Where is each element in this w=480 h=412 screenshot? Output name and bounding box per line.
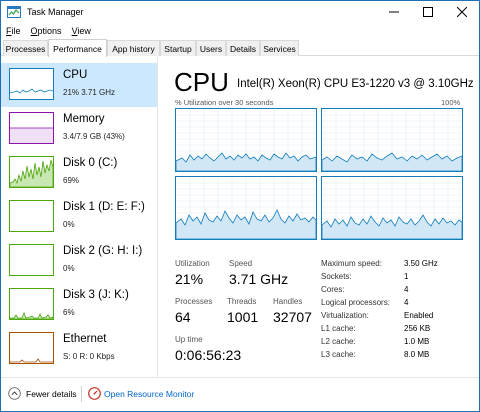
footer-divider — [81, 386, 82, 402]
tab-details[interactable]: Details — [226, 40, 260, 56]
chevron-up-icon[interactable] — [8, 387, 21, 400]
core-graph-1 — [321, 108, 463, 172]
spec-value: 4 — [404, 285, 409, 294]
graph-max-label: 100% — [441, 98, 461, 107]
sidebar-item-label: Ethernet — [63, 333, 107, 345]
page-title: CPU — [174, 67, 229, 97]
menu-bar: File Options View — [1, 23, 479, 38]
close-icon — [457, 7, 467, 17]
sidebar-item-detail: S: 0 R: 0 Kbps — [63, 352, 115, 361]
spec-label: L2 cache: — [321, 337, 356, 346]
spec-label: Cores: — [321, 285, 345, 294]
menu-view[interactable]: View — [71, 25, 91, 36]
fewer-details-button[interactable]: Fewer details — [26, 389, 77, 399]
disk-3-thumbnail-graph — [9, 288, 54, 320]
sidebar-item-ethernet[interactable]: Ethernet S: 0 R: 0 Kbps — [1, 327, 157, 371]
handles-value: 32707 — [273, 309, 312, 325]
spec-label: Logical processors: — [321, 298, 390, 307]
tab-users[interactable]: Users — [196, 40, 226, 56]
graph-caption: % Utilization over 30 seconds — [175, 98, 274, 107]
menu-file[interactable]: File — [6, 25, 21, 36]
spec-label: L3 cache: — [321, 350, 356, 359]
cpu-core-graphs — [175, 108, 463, 240]
spec-label: Virtualization: — [321, 311, 369, 320]
uptime-value: 0:06:56:23 — [175, 347, 242, 363]
speed-label: Speed — [229, 259, 253, 268]
resource-monitor-icon — [88, 387, 101, 400]
spec-value: 3.50 GHz — [404, 259, 438, 268]
sidebar-item-disk-1[interactable]: Disk 1 (D: E: F:) 0% — [1, 195, 157, 239]
tab-bar: Processes Performance App history Startu… — [1, 39, 479, 57]
tab-processes[interactable]: Processes — [3, 40, 48, 56]
sidebar-item-memory[interactable]: Memory 3.4/7.9 GB (43%) — [1, 107, 157, 151]
sidebar-item-detail: 6% — [63, 308, 75, 317]
spec-value: 1 — [404, 272, 409, 281]
sidebar-item-disk-3[interactable]: Disk 3 (J: K:) 6% — [1, 283, 157, 327]
spec-label: Sockets: — [321, 272, 352, 281]
maximize-button[interactable] — [411, 1, 445, 23]
threads-value: 1001 — [227, 309, 259, 325]
tab-startup[interactable]: Startup — [160, 40, 196, 56]
spec-value: 8.0 MB — [404, 350, 430, 359]
spec-value: 4 — [404, 298, 409, 307]
ethernet-thumbnail-graph — [9, 332, 54, 364]
sidebar-item-detail: 3.4/7.9 GB (43%) — [63, 132, 125, 141]
disk-0-thumbnail-graph — [9, 156, 54, 188]
window-title: Task Manager — [27, 7, 84, 17]
sidebar-item-cpu[interactable]: CPU 21% 3.71 GHz — [1, 63, 157, 107]
core-graph-2 — [175, 176, 317, 240]
sidebar-item-disk-2[interactable]: Disk 2 (G: H: I:) 0% — [1, 239, 157, 283]
threads-label: Threads — [227, 297, 257, 306]
sidebar-item-detail: 69% — [63, 176, 80, 185]
minimize-button[interactable] — [377, 1, 411, 23]
task-manager-icon — [7, 6, 21, 18]
speed-value: 3.71 GHz — [229, 271, 289, 287]
close-button[interactable] — [445, 1, 479, 23]
tab-app-history[interactable]: App history — [107, 40, 160, 56]
spec-value: Enabled — [404, 311, 434, 320]
cpu-model: Intel(R) Xeon(R) CPU E3-1220 v3 @ 3.10GH… — [237, 78, 474, 90]
disk-2-thumbnail-graph — [9, 244, 54, 276]
maximize-icon — [423, 7, 433, 17]
memory-thumbnail-graph — [9, 112, 54, 144]
minimize-icon — [389, 11, 399, 13]
uptime-label: Up time — [175, 335, 203, 344]
sidebar-item-label: Disk 3 (J: K:) — [63, 289, 129, 301]
sidebar-item-detail: 0% — [63, 220, 75, 229]
title-bar[interactable]: Task Manager — [1, 1, 479, 23]
footer — [1, 377, 479, 411]
spec-value: 1.0 MB — [404, 337, 430, 346]
disk-1-thumbnail-graph — [9, 200, 54, 232]
utilization-value: 21% — [175, 271, 204, 287]
processes-label: Processes — [175, 297, 213, 306]
sidebar-item-label: Memory — [63, 113, 105, 125]
sidebar-item-label: CPU — [63, 69, 88, 81]
core-graph-3 — [321, 176, 463, 240]
sidebar-item-disk-0[interactable]: Disk 0 (C:) 69% — [1, 151, 157, 195]
utilization-label: Utilization — [175, 259, 210, 268]
spec-label: Maximum speed: — [321, 259, 382, 268]
sidebar-item-label: Disk 1 (D: E: F:) — [63, 201, 145, 213]
resource-list: CPU 21% 3.71 GHz Memory 3.4/7.9 GB (43%)… — [1, 57, 158, 377]
spec-value: 256 KB — [404, 324, 431, 333]
sidebar-item-label: Disk 2 (G: H: I:) — [63, 245, 143, 257]
menu-options[interactable]: Options — [30, 25, 62, 36]
handles-label: Handles — [273, 297, 303, 306]
processes-value: 64 — [175, 309, 191, 325]
cpu-thumbnail-graph — [9, 68, 54, 100]
core-graph-0 — [175, 108, 317, 172]
sidebar-item-label: Disk 0 (C:) — [63, 157, 118, 169]
sidebar-item-detail: 0% — [63, 264, 75, 273]
open-resource-monitor-link[interactable]: Open Resource Monitor — [104, 389, 195, 399]
spec-label: L1 cache: — [321, 324, 356, 333]
tab-services[interactable]: Services — [260, 40, 299, 56]
sidebar-item-detail: 21% 3.71 GHz — [63, 88, 116, 97]
tab-performance[interactable]: Performance — [48, 39, 107, 57]
